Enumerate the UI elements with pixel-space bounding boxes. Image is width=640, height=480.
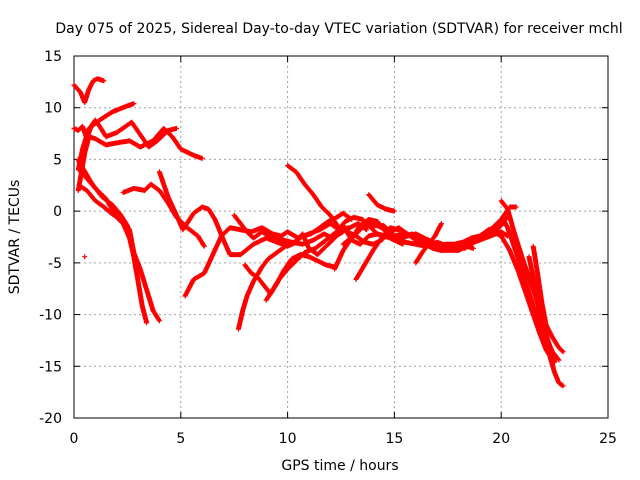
series-27 <box>530 243 566 355</box>
series-markers <box>490 229 555 363</box>
data-marks <box>71 76 566 389</box>
series-markers <box>413 221 444 266</box>
series-markers <box>82 254 88 260</box>
x-tick-labels: 0 5 10 15 20 25 <box>70 431 617 447</box>
series-markers <box>236 210 355 332</box>
y-tick-label: 5 <box>53 152 62 168</box>
y-tick-label: -15 <box>39 359 62 375</box>
series-24 <box>490 229 555 363</box>
series-markers <box>530 243 566 355</box>
series-markers <box>71 76 107 105</box>
x-tick-label: 20 <box>492 431 510 447</box>
x-tick-label: 10 <box>279 431 297 447</box>
series-22 <box>413 221 444 266</box>
y-tick-label: 0 <box>53 204 62 220</box>
series-26 <box>526 254 566 389</box>
plot-frame <box>73 55 609 419</box>
grid-lines <box>74 56 608 418</box>
series-markers <box>80 165 135 247</box>
series-8 <box>82 254 88 260</box>
x-tick-label: 15 <box>385 431 403 447</box>
y-tick-labels: -20 -15 -10 -5 0 5 10 15 <box>39 49 62 427</box>
y-tick-label: -20 <box>39 411 62 427</box>
y-tick-label: -5 <box>48 256 62 272</box>
x-axis-label: GPS time / hours <box>281 458 398 474</box>
x-tick-label: 5 <box>176 431 185 447</box>
x-tick-label: 0 <box>70 431 79 447</box>
series-21 <box>366 192 397 214</box>
axis-ticks <box>73 55 609 419</box>
series-7 <box>80 165 135 247</box>
x-tick-label: 25 <box>599 431 617 447</box>
y-tick-label: 10 <box>44 101 62 117</box>
series-markers <box>362 204 519 251</box>
y-tick-label: 15 <box>44 49 62 65</box>
series-20 <box>362 204 519 251</box>
series-markers <box>526 254 566 389</box>
series-markers <box>366 192 397 214</box>
y-axis-label: SDTVAR / TECUs <box>7 180 23 295</box>
series-1 <box>71 76 107 105</box>
series-13 <box>236 210 355 332</box>
y-tick-label: -10 <box>39 308 62 324</box>
chart-title: Day 075 of 2025, Sidereal Day-to-day VTE… <box>55 21 622 37</box>
